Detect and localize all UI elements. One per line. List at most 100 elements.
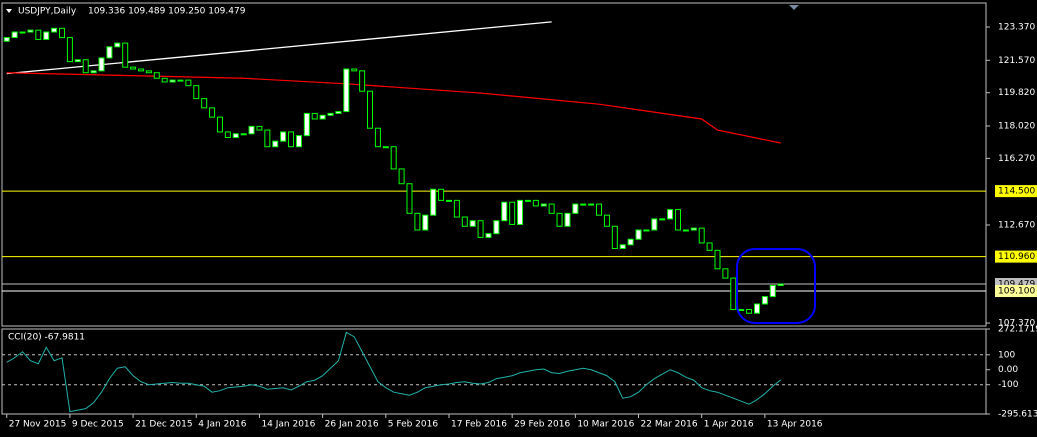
menu-arrow[interactable] (6, 9, 12, 13)
candle-body (82, 59, 89, 74)
y-tick-label: 116.270 (998, 154, 1035, 164)
candle-body (564, 212, 571, 227)
cci-tick-label: -100 (998, 380, 1019, 390)
candle-body (580, 203, 587, 206)
level-label-box (995, 185, 1037, 198)
candle-body (264, 129, 271, 148)
candle-body (161, 77, 168, 83)
x-tick-label: 27 Nov 2015 (9, 420, 67, 430)
x-tick-label: 14 Jan 2016 (261, 420, 315, 430)
x-tick-label: 5 Feb 2016 (388, 420, 439, 430)
candle-body (769, 284, 776, 298)
candle-body (27, 29, 34, 33)
level-label: 109.479 (998, 280, 1035, 290)
cci-tick-label: 272.1719 (998, 325, 1037, 335)
candle-body (248, 125, 255, 135)
candle-body (517, 199, 524, 225)
candle-body (137, 68, 144, 72)
cci-tick-label: 100 (998, 350, 1015, 360)
candle-body (461, 216, 468, 227)
candle-body (698, 227, 705, 244)
candle-body (224, 131, 231, 138)
candle-body (185, 79, 192, 87)
candle-body (382, 146, 389, 149)
candle-body (19, 31, 26, 34)
candle-body (524, 199, 531, 202)
candle-body (311, 112, 318, 120)
y-tick-label: 123.370 (998, 23, 1035, 33)
candle-body (398, 168, 405, 185)
x-tick-label: 9 Dec 2015 (72, 420, 124, 430)
cci-panel-frame (1, 328, 987, 415)
candle-body (611, 225, 618, 249)
cci-line (6, 331, 781, 413)
candle-body (288, 131, 295, 148)
candle-body (98, 57, 105, 72)
candle-body (422, 214, 429, 231)
candle-body (761, 296, 768, 305)
header-prices: 109.336 109.489 109.250 109.479 (88, 7, 246, 17)
candle-body (51, 27, 58, 33)
candle-body (572, 203, 579, 214)
candle-body (74, 59, 81, 63)
x-tick-label: 21 Dec 2015 (135, 420, 193, 430)
candle-body (43, 31, 50, 40)
candle-body (643, 229, 650, 232)
y-tick-label: 119.820 (998, 88, 1035, 98)
candle-body (327, 112, 334, 116)
x-tick-label: 1 Apr 2016 (704, 420, 754, 430)
candle-body (106, 46, 113, 59)
candle-body (201, 98, 208, 109)
level-label-box (995, 285, 1037, 298)
candle-body (35, 29, 42, 40)
candle-body (430, 188, 437, 216)
candle-body (477, 220, 484, 238)
x-tick-label: 17 Feb 2016 (451, 420, 507, 430)
candle-body (627, 238, 634, 246)
candle-body (169, 79, 176, 83)
candle-body (469, 220, 476, 227)
shift-marker[interactable] (789, 5, 799, 10)
candle-body (216, 116, 223, 133)
x-tick-label: 4 Jan 2016 (198, 420, 246, 430)
symbol-title: USDJPY,Daily (18, 7, 77, 17)
x-tick-label: 13 Apr 2016 (767, 420, 823, 430)
candle-body (153, 72, 160, 79)
candle-body (738, 309, 745, 312)
highlight-annotation (736, 248, 816, 324)
level-label: 114.500 (998, 187, 1035, 197)
candle-body (651, 218, 658, 231)
level-label-box (995, 250, 1037, 263)
cci-title: CCI(20) -67.9811 (8, 333, 85, 343)
candle-body (690, 227, 697, 231)
candle-body (66, 37, 73, 63)
candle-body (438, 188, 445, 201)
candle-body (540, 203, 547, 207)
candle-body (509, 201, 516, 225)
level-label: 110.960 (998, 252, 1035, 262)
y-tick-label: 107.370 (998, 319, 1035, 329)
candle-body (556, 212, 563, 227)
candle-body (588, 203, 595, 206)
candle-body (493, 220, 500, 235)
candle-body (730, 277, 737, 311)
cci-tick-label: 0.00 (998, 365, 1018, 375)
candle-body (367, 90, 374, 129)
candle-body (122, 42, 129, 68)
x-tick-label: 22 Mar 2016 (641, 420, 698, 430)
main-panel-frame (1, 2, 987, 327)
candle-body (532, 199, 539, 207)
candle-body (548, 203, 555, 214)
candle-body (596, 203, 603, 216)
candle-body (240, 133, 247, 136)
candle-body (777, 283, 784, 286)
candle-body (722, 268, 729, 279)
candle-body (359, 70, 366, 92)
candle-body (682, 229, 689, 232)
y-tick-label: 112.670 (998, 220, 1035, 230)
candle-body (335, 111, 342, 114)
candle-body (3, 37, 10, 42)
candle-body (445, 199, 452, 202)
candle-body (130, 66, 137, 70)
